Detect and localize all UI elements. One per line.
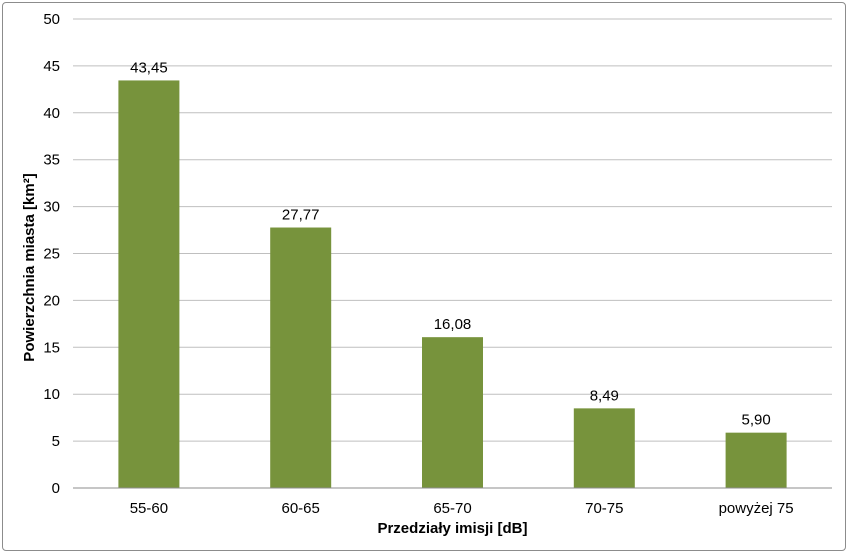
- x-axis-title: Przedziały imisji [dB]: [377, 520, 527, 537]
- data-label: 27,77: [282, 207, 320, 224]
- bar: [270, 227, 332, 488]
- bar: [573, 408, 635, 488]
- x-tick-label: powyżej 75: [719, 500, 794, 517]
- data-labels: 43,45 27,77 16,08 8,49 5,90: [130, 59, 771, 428]
- y-tick-label: 50: [43, 11, 60, 28]
- y-tick-label: 45: [43, 58, 60, 75]
- bars: [118, 80, 787, 489]
- y-tick-label: 15: [43, 339, 60, 356]
- y-tick-label: 25: [43, 246, 60, 263]
- bar: [725, 432, 787, 488]
- x-axis-ticks: 55-60 60-65 65-70 70-75 powyżej 75: [130, 500, 794, 517]
- y-tick-label: 20: [43, 292, 60, 309]
- data-label: 43,45: [130, 59, 168, 76]
- x-tick-label: 65-70: [433, 500, 471, 517]
- x-tick-label: 55-60: [130, 500, 168, 517]
- y-tick-label: 5: [52, 433, 60, 450]
- x-tick-label: 60-65: [282, 500, 320, 517]
- y-tick-label: 30: [43, 199, 60, 216]
- y-tick-label: 35: [43, 152, 60, 169]
- x-tick-label: 70-75: [585, 500, 623, 517]
- y-tick-label: 0: [52, 480, 60, 497]
- data-label: 5,90: [741, 412, 770, 429]
- data-label: 16,08: [434, 316, 472, 333]
- bar: [118, 80, 180, 489]
- y-axis-title: Powierzchnia miasta [km²]: [21, 173, 38, 361]
- gridlines: [73, 18, 832, 442]
- y-tick-label: 10: [43, 386, 60, 403]
- bar: [422, 337, 483, 488]
- data-label: 8,49: [590, 387, 619, 404]
- y-tick-label: 40: [43, 105, 60, 122]
- y-axis-ticks: 0 5 10 15 20 25 30 35 40 45 50: [43, 11, 60, 497]
